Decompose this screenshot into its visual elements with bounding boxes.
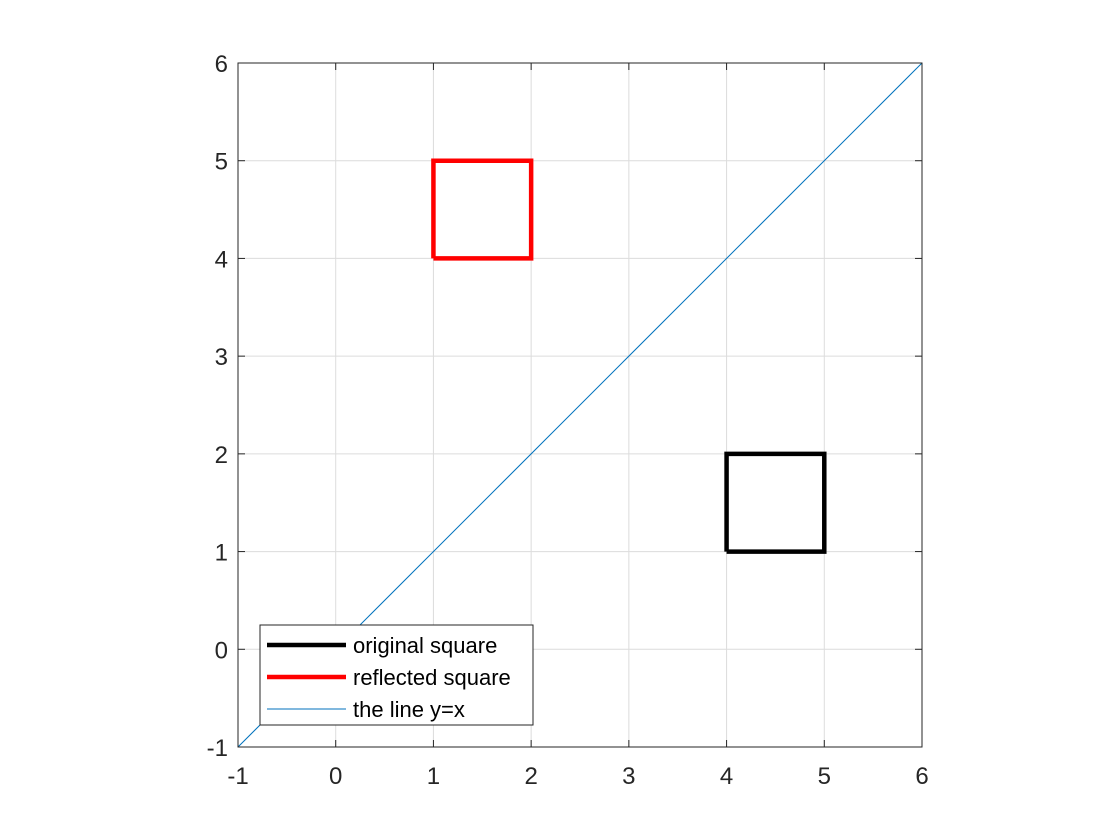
legend-label: the line y=x [353, 697, 465, 722]
series-line-reflected-square [431, 158, 534, 261]
y-tick-label: 4 [215, 246, 228, 273]
y-tick-label: -1 [207, 735, 228, 762]
series-line-original-square [724, 451, 827, 554]
legend-items: original square reflected square the line … [267, 633, 511, 722]
x-tick-label: 6 [915, 763, 928, 790]
y-tick-labels: -1 0 1 2 3 4 5 6 [207, 51, 228, 762]
legend-label: original square [353, 633, 497, 658]
y-tick-label: 0 [215, 637, 228, 664]
y-tick-label: 1 [215, 540, 228, 567]
x-tick-label: 4 [720, 763, 733, 790]
y-tick-label: 2 [215, 442, 228, 469]
y-tick-label: 5 [215, 149, 228, 176]
tick-marks [237, 62, 923, 748]
x-tick-label: 3 [622, 763, 635, 790]
x-tick-labels: -1 0 1 2 3 4 5 6 [227, 763, 928, 790]
legend-label: reflected square [353, 665, 511, 690]
legend: original square reflected square the line … [259, 624, 534, 726]
x-tick-label: -1 [227, 763, 248, 790]
plot-frame [237, 62, 923, 748]
x-tick-label: 1 [427, 763, 440, 790]
x-tick-label: 5 [818, 763, 831, 790]
x-tick-label: 0 [329, 763, 342, 790]
x-tick-label: 2 [524, 763, 537, 790]
y-tick-label: 3 [215, 344, 228, 371]
y-tick-label: 6 [215, 51, 228, 78]
